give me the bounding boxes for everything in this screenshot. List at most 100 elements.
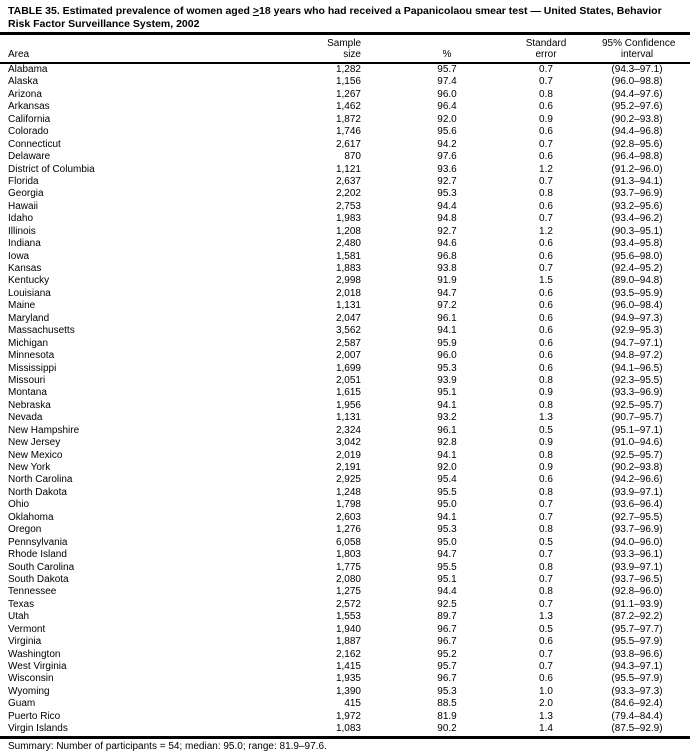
sample-size-cell: 2,572 [335, 598, 361, 610]
standard-error-cell: 0.7 [539, 138, 553, 150]
standard-error-cell: 0.8 [539, 586, 553, 598]
confidence-interval-cell: (93.9–97.1) [611, 561, 663, 573]
area-cell: Oklahoma [8, 511, 54, 523]
percent-cell: 94.1 [437, 511, 457, 523]
table-row: Wyoming 1,390 95.3 1.0 (93.3–97.3) [0, 686, 690, 698]
sample-size-cell: 1,887 [335, 636, 361, 648]
summary-line: Summary: Number of participants = 54; me… [8, 740, 327, 752]
standard-error-cell: 1.4 [539, 723, 553, 735]
percent-cell: 94.7 [437, 287, 457, 299]
confidence-interval-cell: (89.0–94.8) [611, 275, 663, 287]
sample-size-cell: 2,753 [335, 200, 361, 212]
table-row: Guam 415 88.5 2.0 (84.6–92.4) [0, 698, 690, 710]
sample-size-cell: 1,956 [335, 399, 361, 411]
standard-error-cell: 0.6 [539, 126, 553, 138]
confidence-interval-cell: (93.9–97.1) [611, 486, 663, 498]
table-row: West Virginia 1,415 95.7 0.7 (94.3–97.1) [0, 661, 690, 673]
confidence-interval-cell: (90.3–95.1) [611, 225, 663, 237]
standard-error-cell: 0.8 [539, 561, 553, 573]
percent-cell: 95.5 [437, 561, 457, 573]
confidence-interval-cell: (92.5–95.7) [611, 449, 663, 461]
area-cell: Texas [8, 598, 35, 610]
percent-cell: 94.1 [437, 325, 457, 337]
column-header-percent: % [442, 49, 452, 60]
confidence-interval-cell: (94.8–97.2) [611, 350, 663, 362]
confidence-interval-cell: (94.7–97.1) [611, 337, 663, 349]
standard-error-cell: 0.9 [539, 387, 553, 399]
percent-cell: 92.0 [437, 462, 457, 473]
table-row: Delaware 870 97.6 0.6 (96.4–98.8) [0, 151, 690, 163]
confidence-interval-cell: (79.4–84.4) [611, 710, 663, 722]
sample-size-cell: 1,983 [335, 213, 361, 225]
table-row: Wisconsin 1,935 96.7 0.6 (95.5–97.9) [0, 673, 690, 685]
table-row: Hawaii 2,753 94.4 0.6 (93.2–95.6) [0, 201, 690, 213]
percent-cell: 94.2 [437, 138, 457, 150]
sample-size-cell: 2,019 [335, 449, 361, 461]
table-row: Kentucky 2,998 91.9 1.5 (89.0–94.8) [0, 275, 690, 287]
confidence-interval-cell: (90.2–93.8) [611, 462, 663, 473]
percent-cell: 95.0 [437, 499, 457, 511]
sample-size-cell: 1,581 [335, 250, 361, 262]
sample-size-cell: 2,925 [335, 474, 361, 486]
area-cell: Idaho [8, 213, 34, 225]
sample-size-cell: 2,587 [335, 337, 361, 349]
standard-error-cell: 0.8 [539, 399, 553, 411]
title-geq-symbol: > [252, 5, 260, 17]
percent-cell: 95.7 [437, 64, 457, 75]
area-cell: South Dakota [8, 573, 69, 585]
standard-error-cell: 1.0 [539, 685, 553, 697]
confidence-interval-cell: (96.0–98.4) [611, 300, 663, 312]
area-cell: Hawaii [8, 200, 39, 212]
table-row: Georgia 2,202 95.3 0.8 (93.7–96.9) [0, 188, 690, 200]
sample-size-cell: 1,208 [335, 225, 361, 237]
area-cell: West Virginia [8, 661, 67, 672]
sample-size-cell: 2,603 [335, 511, 361, 523]
table-row: Virginia 1,887 96.7 0.6 (95.5–97.9) [0, 636, 690, 648]
standard-error-cell: 0.6 [539, 238, 553, 250]
table-row: Arkansas 1,462 96.4 0.6 (95.2–97.6) [0, 101, 690, 113]
column-header-confidence-interval: 95% Confidence interval [602, 38, 690, 60]
confidence-interval-cell: (93.7–96.9) [611, 524, 663, 536]
standard-error-cell: 0.5 [539, 623, 553, 635]
confidence-interval-cell: (94.2–96.6) [611, 474, 663, 486]
sample-size-cell: 6,058 [335, 536, 361, 548]
sample-size-cell: 2,202 [335, 188, 361, 200]
table-row: New Hampshire 2,324 96.1 0.5 (95.1–97.1) [0, 425, 690, 437]
table-row: Texas 2,572 92.5 0.7 (91.1–93.9) [0, 599, 690, 611]
percent-cell: 97.4 [437, 76, 457, 88]
confidence-interval-cell: (93.2–95.6) [611, 200, 663, 212]
sample-size-cell: 1,872 [335, 113, 361, 125]
sample-size-cell: 2,047 [335, 312, 361, 324]
area-cell: Maryland [8, 312, 50, 324]
table-row: Mississippi 1,699 95.3 0.6 (94.1–96.5) [0, 363, 690, 375]
area-cell: Utah [8, 611, 30, 623]
percent-cell: 92.7 [437, 225, 457, 237]
sample-header-line1: Sample [327, 38, 361, 49]
column-header-standard-error: Standard error [490, 38, 602, 60]
standard-error-cell: 0.6 [539, 300, 553, 312]
table-row: Alaska 1,156 97.4 0.7 (96.0–98.8) [0, 76, 690, 88]
area-cell: California [8, 113, 51, 125]
percent-cell: 92.5 [437, 598, 457, 610]
confidence-interval-cell: (87.2–92.2) [611, 611, 663, 623]
percent-cell: 96.4 [437, 101, 457, 113]
confidence-interval-cell: (93.4–96.2) [611, 213, 663, 225]
confidence-interval-cell: (96.4–98.8) [611, 151, 663, 163]
table-row: Indiana 2,480 94.6 0.6 (93.4–95.8) [0, 238, 690, 250]
standard-error-cell: 0.6 [539, 673, 553, 685]
area-cell: South Carolina [8, 561, 75, 573]
se-header-line2: error [535, 49, 557, 60]
table-row: Maine 1,131 97.2 0.6 (96.0–98.4) [0, 300, 690, 312]
table-row: Arizona 1,267 96.0 0.8 (94.4–97.6) [0, 89, 690, 101]
standard-error-cell: 0.7 [539, 648, 553, 660]
area-cell: Maine [8, 300, 36, 312]
percent-cell: 89.7 [437, 611, 457, 623]
standard-error-cell: 0.6 [539, 312, 553, 324]
confidence-interval-cell: (94.4–97.6) [611, 88, 663, 100]
standard-error-cell: 0.7 [539, 213, 553, 225]
area-cell: Alaska [8, 76, 39, 88]
area-cell: Iowa [8, 250, 30, 262]
sample-size-cell: 2,480 [335, 238, 361, 250]
area-cell: Mississippi [8, 362, 57, 374]
